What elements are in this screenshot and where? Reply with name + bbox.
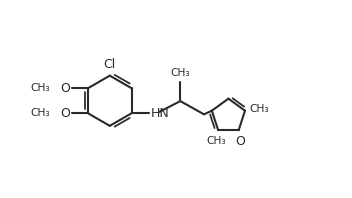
Text: CH₃: CH₃ [207,136,226,146]
Text: HN: HN [151,107,169,120]
Text: CH₃: CH₃ [30,83,50,93]
Text: O: O [235,135,245,148]
Text: O: O [60,82,70,95]
Text: CH₃: CH₃ [30,108,50,118]
Text: CH₃: CH₃ [170,69,190,78]
Text: CH₃: CH₃ [249,104,269,114]
Text: Cl: Cl [103,58,116,71]
Text: O: O [60,107,70,120]
